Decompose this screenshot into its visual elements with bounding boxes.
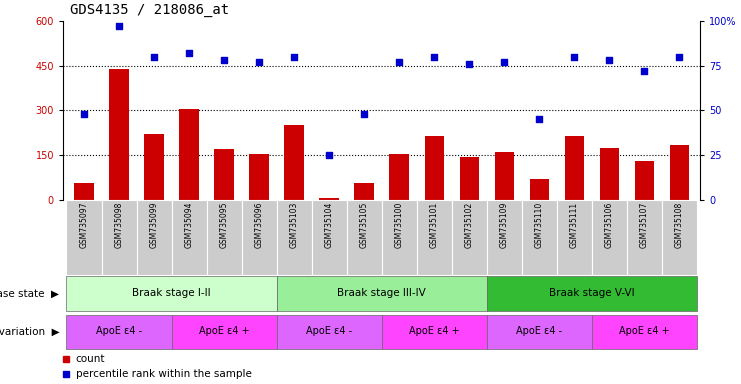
Bar (425, 136, 444, 200)
Text: GSM735108: GSM735108 (675, 202, 684, 248)
Text: GSM735095: GSM735095 (219, 202, 228, 248)
Bar (250, 154, 269, 200)
Text: GSM735111: GSM735111 (570, 202, 579, 248)
Bar (565, 136, 584, 200)
Bar (599, 147, 619, 200)
Bar (459, 157, 479, 200)
Bar (530, 179, 549, 200)
Bar (67, 200, 102, 275)
Bar (144, 134, 164, 200)
Point (568, 54, 580, 60)
Text: disease state  ▶: disease state ▶ (0, 289, 59, 299)
Text: ApoE ε4 +: ApoE ε4 + (409, 326, 459, 336)
Bar (592, 315, 697, 349)
Bar (179, 109, 199, 200)
Bar (347, 200, 382, 275)
Bar (171, 200, 207, 275)
Bar (102, 200, 136, 275)
Text: GSM735109: GSM735109 (499, 202, 508, 248)
Bar (452, 200, 487, 275)
Bar (634, 161, 654, 200)
Bar (319, 198, 339, 200)
Bar (67, 276, 276, 311)
Text: GSM735096: GSM735096 (255, 202, 264, 248)
Bar (662, 200, 697, 275)
Text: Braak stage III-IV: Braak stage III-IV (337, 288, 426, 298)
Point (638, 68, 650, 74)
Text: Braak stage I-II: Braak stage I-II (132, 288, 211, 298)
Text: genotype/variation  ▶: genotype/variation ▶ (0, 327, 59, 337)
Bar (136, 200, 171, 275)
Text: ApoE ε4 -: ApoE ε4 - (96, 326, 142, 336)
Point (288, 54, 300, 60)
Bar (487, 200, 522, 275)
Point (113, 23, 125, 30)
Bar (276, 276, 487, 311)
Bar (627, 200, 662, 275)
Text: GSM735107: GSM735107 (639, 202, 648, 248)
Point (253, 59, 265, 65)
Text: Braak stage V-VI: Braak stage V-VI (549, 288, 634, 298)
Point (603, 57, 615, 63)
Text: GSM735101: GSM735101 (430, 202, 439, 248)
Bar (311, 200, 347, 275)
Bar (494, 152, 514, 200)
Text: ApoE ε4 +: ApoE ε4 + (199, 326, 250, 336)
Bar (670, 145, 689, 200)
Bar (522, 200, 556, 275)
Bar (382, 200, 416, 275)
Point (218, 57, 230, 63)
Bar (207, 200, 242, 275)
Text: GSM735094: GSM735094 (185, 202, 193, 248)
Point (183, 50, 195, 56)
Text: GSM735100: GSM735100 (395, 202, 404, 248)
Text: GSM735110: GSM735110 (535, 202, 544, 248)
Bar (276, 200, 311, 275)
Bar (382, 315, 487, 349)
Point (148, 54, 160, 60)
Bar (110, 69, 129, 200)
Text: percentile rank within the sample: percentile rank within the sample (76, 369, 252, 379)
Bar (556, 200, 592, 275)
Bar (487, 315, 592, 349)
Point (498, 59, 510, 65)
Bar (285, 125, 304, 200)
Point (428, 54, 440, 60)
Point (78, 111, 90, 117)
Text: GDS4135 / 218086_at: GDS4135 / 218086_at (70, 3, 230, 17)
Text: ApoE ε4 -: ApoE ε4 - (306, 326, 352, 336)
Text: ApoE ε4 -: ApoE ε4 - (516, 326, 562, 336)
Text: ApoE ε4 +: ApoE ε4 + (619, 326, 670, 336)
Point (463, 61, 475, 67)
Point (323, 152, 335, 158)
Bar (592, 200, 627, 275)
Bar (487, 276, 697, 311)
Point (674, 54, 685, 60)
Bar (74, 183, 93, 200)
Text: GSM735105: GSM735105 (359, 202, 368, 248)
Point (358, 111, 370, 117)
Text: GSM735104: GSM735104 (325, 202, 333, 248)
Bar (67, 315, 171, 349)
Text: GSM735103: GSM735103 (290, 202, 299, 248)
Text: GSM735098: GSM735098 (115, 202, 124, 248)
Text: GSM735102: GSM735102 (465, 202, 473, 248)
Bar (214, 149, 233, 200)
Point (534, 116, 545, 122)
Bar (390, 154, 409, 200)
Text: GSM735106: GSM735106 (605, 202, 614, 248)
Bar (354, 183, 373, 200)
Bar (242, 200, 276, 275)
Bar (416, 200, 452, 275)
Bar (276, 315, 382, 349)
Bar (171, 315, 276, 349)
Text: GSM735097: GSM735097 (79, 202, 88, 248)
Text: GSM735099: GSM735099 (150, 202, 159, 248)
Text: count: count (76, 354, 105, 364)
Point (393, 59, 405, 65)
